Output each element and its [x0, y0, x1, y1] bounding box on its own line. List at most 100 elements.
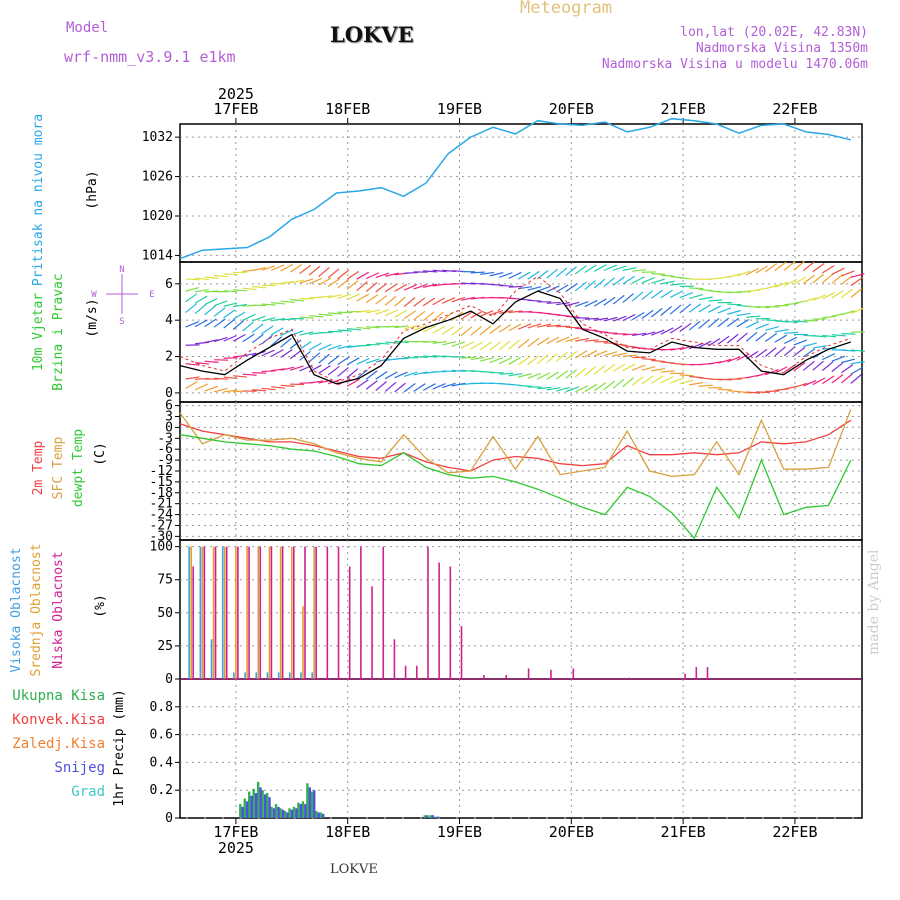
wind-arrow: [546, 371, 560, 380]
wind-arrow: [356, 357, 370, 365]
total_precip-bar: [283, 811, 287, 818]
wind-arrow: [584, 317, 599, 320]
wind-arrow: [261, 387, 276, 391]
snow-bar: [241, 806, 244, 818]
wind-arrow: [356, 379, 369, 389]
y-tick-label: -21: [150, 497, 173, 512]
wind-arrow: [622, 313, 636, 322]
wind-arrow: [746, 320, 760, 329]
snow-bar: [250, 795, 253, 818]
snow-bar: [317, 812, 320, 818]
y-tick-label: 0: [165, 386, 173, 401]
wind-arrow: [622, 267, 637, 271]
wind-arrow: [727, 309, 741, 315]
wind-arrow: [603, 342, 618, 345]
wind-arrow: [204, 298, 218, 306]
wind-arrow: [432, 382, 446, 390]
wind-arrow: [774, 328, 789, 333]
wind-arrow: [470, 341, 484, 350]
wind-arrow: [850, 288, 863, 298]
wind-arrow: [565, 386, 580, 393]
wind-arrow: [746, 305, 761, 309]
wind-arrow: [764, 332, 778, 342]
wind-arrow: [213, 318, 226, 328]
wind-arrow: [366, 326, 381, 329]
total_precip-bar: [279, 808, 282, 818]
wind-arrow: [574, 265, 587, 275]
wind-arrow: [432, 269, 447, 273]
wind-arrow: [555, 267, 568, 278]
wind-arrow: [593, 364, 606, 375]
wind-arrow: [299, 341, 312, 351]
wind-arrow: [689, 294, 703, 300]
total_precip-bar: [261, 790, 264, 818]
wind-arrow: [574, 281, 587, 292]
wind-arrow: [831, 289, 844, 299]
wind-arrow: [736, 319, 750, 328]
wind-arrow: [204, 305, 216, 316]
wind-arrow: [460, 310, 474, 320]
wind-arrow: [328, 294, 342, 299]
wind-arrow: [251, 315, 266, 322]
wind-arrow: [746, 267, 760, 276]
wind-arrow: [593, 264, 607, 272]
wind-arrow: [755, 391, 770, 394]
wind-arrow: [641, 309, 654, 319]
wind-arrow: [394, 283, 408, 292]
wind-arrow: [793, 346, 806, 357]
wind-arrow: [394, 296, 406, 307]
wind-arrow: [631, 291, 644, 302]
wind-arrow: [223, 318, 235, 329]
wind-arrow: [394, 357, 409, 360]
wind-arrow: [384, 371, 398, 380]
meteogram-title: Meteogram: [520, 0, 613, 18]
wind-arrow: [727, 291, 742, 294]
wind-arrow: [822, 315, 837, 319]
y-tick-label: 6: [165, 399, 173, 414]
wind-arrow: [831, 267, 845, 275]
wind-arrow: [232, 320, 245, 330]
wind-arrow: [793, 276, 806, 285]
wind-arrow: [622, 333, 637, 336]
wind-arrow: [736, 332, 748, 343]
wind-arrow: [422, 311, 435, 322]
wind-arrow: [555, 336, 570, 343]
wind-arrow: [213, 300, 228, 307]
wind-arrow: [403, 310, 417, 320]
wind-arrow: [213, 336, 228, 343]
wind-arrow: [280, 366, 295, 371]
wind-arrow: [299, 350, 311, 361]
wind-arrow: [185, 278, 200, 281]
wind-arrow: [802, 361, 815, 371]
wind-arrow: [536, 354, 549, 365]
total_precip-bar: [256, 781, 260, 818]
wind-arrow: [831, 374, 844, 384]
wind-arrow: [670, 283, 685, 286]
wind-arrow: [546, 387, 561, 391]
wind-arrow: [404, 271, 419, 274]
model-elevation-label: Nadmorska Visina u modelu 1470.06m: [601, 57, 868, 72]
wind-arrow: [527, 355, 540, 365]
snow-bar: [431, 815, 434, 818]
model-name: wrf-nmm_v3.9.1 e1km: [64, 48, 236, 66]
wind-arrow: [508, 323, 522, 332]
wind-arrow: [375, 295, 388, 305]
wind-arrow: [242, 352, 257, 357]
wind-arrow: [641, 290, 654, 301]
wind-arrow: [603, 363, 616, 374]
y-tick-label: 0: [165, 811, 173, 826]
wind-arrow: [727, 273, 741, 279]
wind-arrow: [261, 303, 276, 306]
wind-arrow: [613, 352, 628, 357]
total_precip-bar: [297, 802, 300, 818]
wind-arrow: [584, 339, 599, 342]
wind-arrow: [365, 358, 380, 364]
wind-arrow: [290, 279, 304, 284]
wind-arrow: [565, 301, 580, 307]
wind-arrow: [213, 307, 226, 317]
wind-arrow: [252, 286, 267, 289]
wind-arrow: [318, 313, 333, 317]
wind-arrow: [793, 260, 805, 271]
wind-arrow: [280, 300, 295, 304]
